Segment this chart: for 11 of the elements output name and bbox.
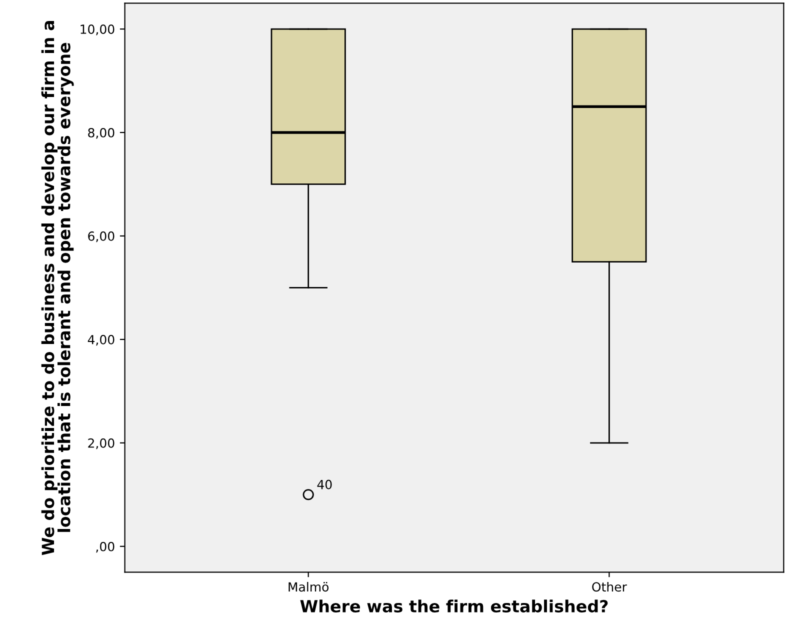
y-tick-label: 6,00 — [88, 231, 114, 242]
y-tick-label: ,00 — [96, 542, 114, 553]
y-axis-title: We do prioritize to do business and develop our firm in a location that is tolerant and open towards everyone — [41, 21, 74, 556]
x-axis-title: Where was the firm established? — [300, 600, 608, 613]
x-tick-label: Other — [592, 582, 627, 592]
y-tick-label: 4,00 — [88, 334, 114, 346]
y-tick-label: 2,00 — [88, 438, 114, 450]
y-tick-label: 8,00 — [88, 128, 114, 139]
annotation: 40 — [317, 480, 332, 490]
x-tick-label: Malmö — [288, 582, 329, 592]
y-tick-label: 10,00 — [80, 24, 114, 36]
